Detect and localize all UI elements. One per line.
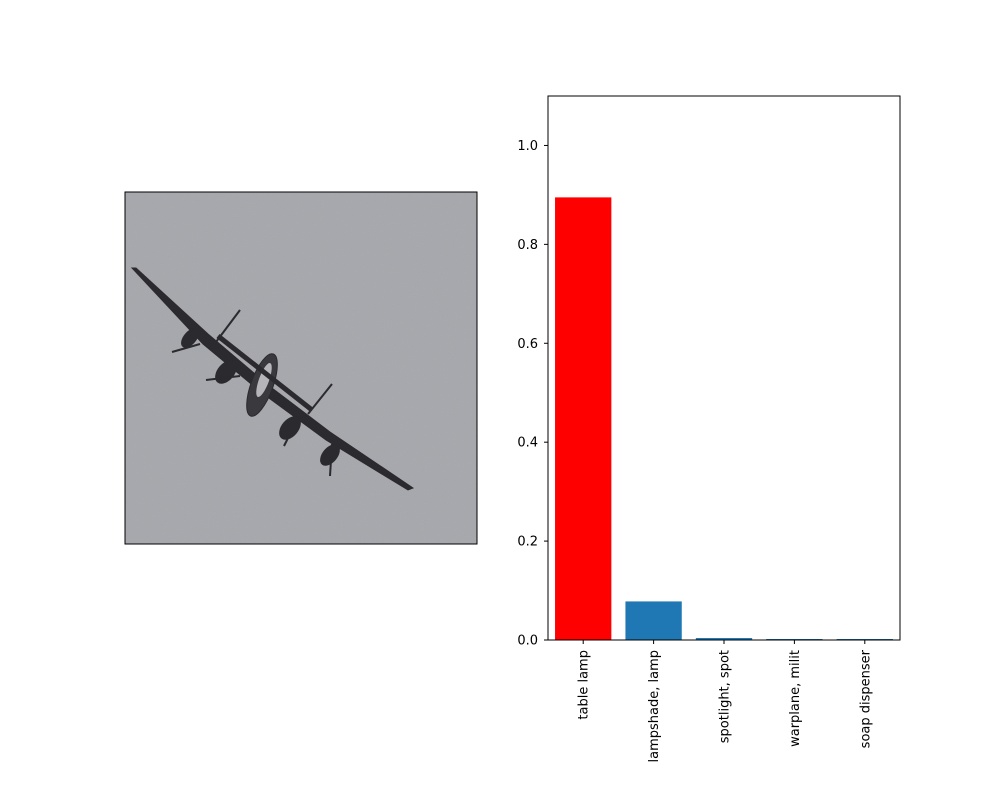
y-tick-label: 0.0 — [517, 634, 538, 649]
image-frame — [124, 191, 478, 545]
y-tick-label: 0.4 — [517, 436, 538, 451]
bar-2 — [625, 601, 682, 640]
aircraft-engine-4 — [320, 444, 340, 466]
y-tick-label: 0.6 — [517, 337, 538, 352]
bar-group — [555, 197, 893, 640]
x-tick-label: spotlight, spot — [718, 650, 733, 743]
bar-chart: 0.0 0.2 0.4 0.6 0.8 1.0 table lamp lampshade, … — [517, 95, 901, 762]
input-image-panel — [124, 191, 478, 545]
x-tick-label: lampshade, lamp — [647, 650, 662, 762]
bar-3 — [695, 638, 753, 640]
plot-frame — [547, 95, 901, 641]
aircraft-propeller-4 — [329, 443, 333, 477]
x-tick-label: soap dispenser — [858, 649, 873, 748]
aircraft-fuselage-highlight — [256, 362, 272, 398]
aircraft-tailplane — [216, 334, 314, 412]
aircraft-illustration — [130, 267, 415, 491]
aircraft-propeller-2 — [205, 375, 241, 381]
x-tick-label: warplane, milit — [788, 650, 803, 747]
y-axis: 0.0 0.2 0.4 0.6 0.8 1.0 — [517, 139, 548, 649]
aircraft-propeller-1 — [171, 343, 201, 353]
y-tick-label: 1.0 — [517, 139, 538, 154]
x-tick-label: table lamp — [577, 650, 592, 720]
bar-1 — [555, 197, 612, 640]
y-tick-label: 0.8 — [517, 238, 538, 253]
aircraft-engine-1 — [181, 328, 199, 348]
y-tick-label: 0.2 — [517, 535, 538, 550]
aircraft-fin-right — [307, 383, 333, 415]
aircraft-fin-left — [215, 309, 241, 343]
x-axis: table lamp lampshade, lamp spotlight, spot… — [577, 640, 873, 762]
aircraft-wing — [130, 267, 415, 491]
image-noise — [125, 192, 477, 544]
aircraft-propeller-3 — [283, 417, 299, 447]
